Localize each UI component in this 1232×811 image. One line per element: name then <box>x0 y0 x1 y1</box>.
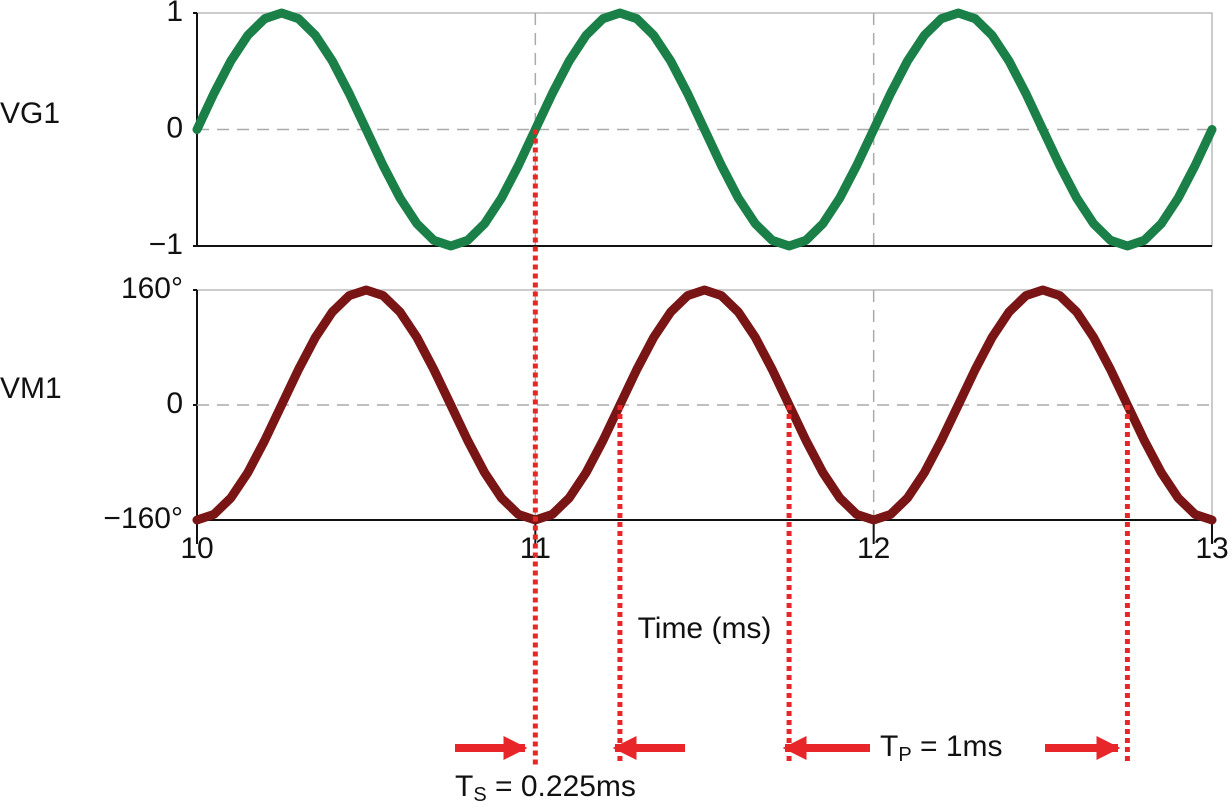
line-series <box>192 285 1217 525</box>
annotation-part: P <box>898 744 911 766</box>
x-axis-title: Time (ms) <box>638 612 772 645</box>
series-label: VG1 <box>0 97 60 130</box>
annotation-part: T <box>880 730 898 763</box>
x-tick-label: 12 <box>857 532 890 565</box>
annotation-part: S <box>473 784 486 806</box>
x-tick-label: 13 <box>1195 532 1228 565</box>
annotation-part: T <box>455 770 473 803</box>
y-tick-label: 0 <box>166 387 183 420</box>
annotation-part: = 1ms <box>912 730 1003 763</box>
annotation: TP = 1ms <box>880 730 1003 766</box>
y-tick-label: 1 <box>166 0 183 28</box>
y-tick-label: 0 <box>166 111 183 144</box>
x-tick-label: 10 <box>180 532 213 565</box>
series-label: VM1 <box>0 372 62 405</box>
annotation-part: = 0.225ms <box>487 770 636 803</box>
line-series <box>192 8 1217 251</box>
y-tick-label: −1 <box>149 228 183 261</box>
y-tick-label: 160° <box>121 272 183 305</box>
annotation: TS = 0.225ms <box>455 770 636 806</box>
y-tick-label: −160° <box>103 502 183 535</box>
